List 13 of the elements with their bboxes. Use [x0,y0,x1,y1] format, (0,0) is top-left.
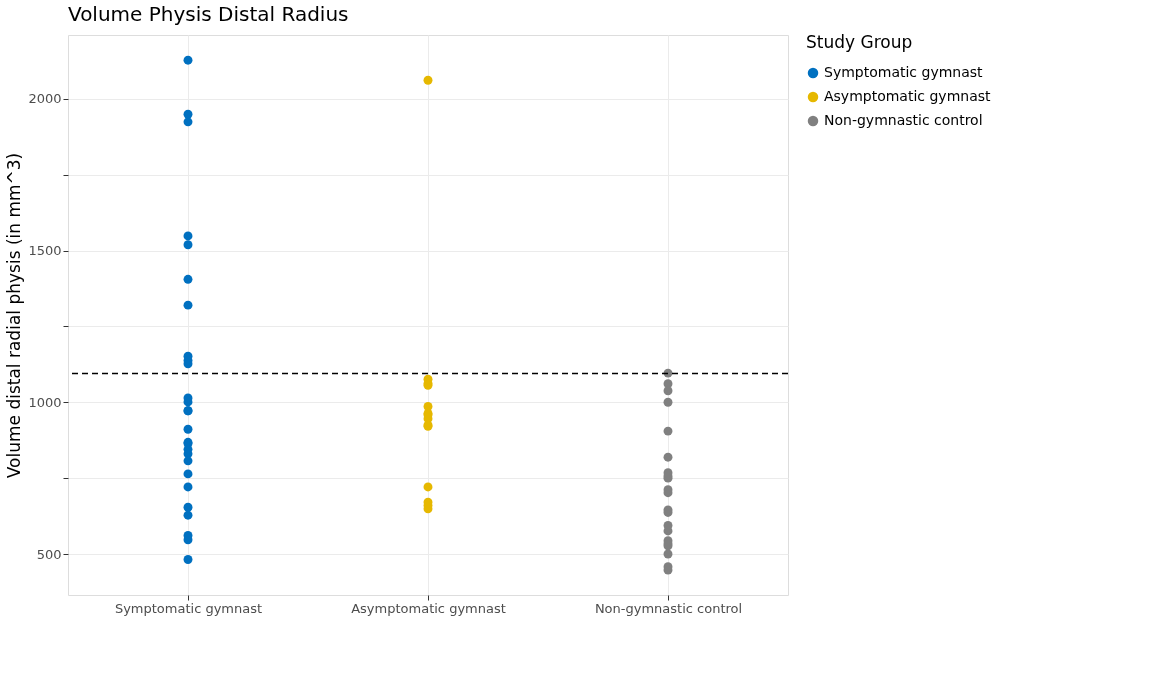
legend-label: Symptomatic gymnast [824,64,984,80]
y-tick-label: 1000 [28,394,62,410]
x-tick-label: Asymptomatic gymnast [351,600,506,616]
y-tick-label: 2000 [28,91,62,107]
x-tick-label: Symptomatic gymnast [114,600,263,616]
legend-label: Non-gymnastic control [824,112,983,128]
x-tick-label: Non-gymnastic control [594,600,743,616]
y-axis-title: Volume distal radial physis (in mm^3) [4,152,25,479]
legend-label: Asymptomatic gymnast [824,88,992,104]
legend-title: Study Group [806,32,913,52]
chart-title: Volume Physis Distal Radius [68,2,349,26]
y-tick-label: 1500 [28,243,62,258]
y-tick-label: 500 [36,546,62,562]
